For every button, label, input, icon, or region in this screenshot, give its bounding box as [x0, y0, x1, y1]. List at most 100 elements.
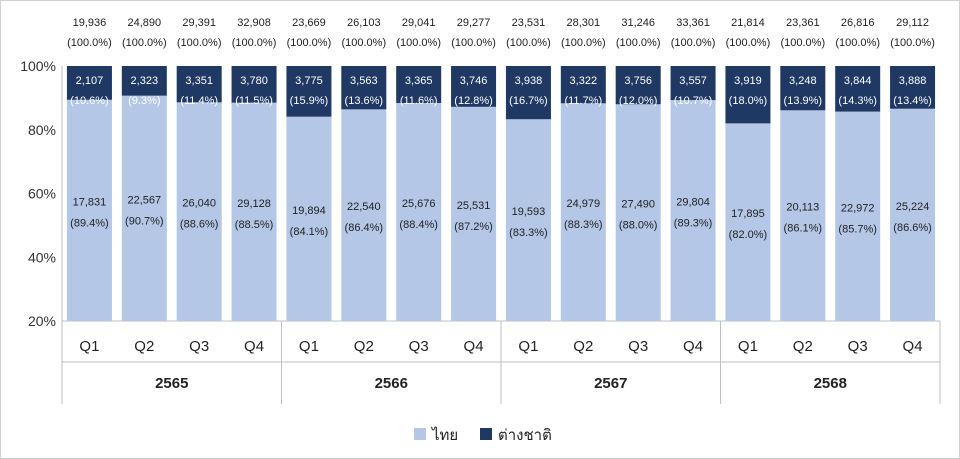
- data-label-thai-pct: (89.4%): [70, 217, 109, 229]
- total-pct-label: (100.0%): [890, 37, 935, 49]
- year-label: 2567: [594, 375, 627, 392]
- total-pct-label: (100.0%): [780, 37, 825, 49]
- bar-foreign: [451, 66, 497, 107]
- data-label-thai-pct: (88.5%): [235, 219, 274, 231]
- category-label: Q1: [299, 338, 319, 355]
- bar-foreign: [231, 66, 277, 103]
- data-label-foreign-pct: (12.0%): [619, 95, 658, 107]
- total-pct-label: (100.0%): [287, 37, 332, 49]
- bar-foreign: [341, 66, 387, 110]
- bar-thai: [341, 109, 387, 321]
- category-label: Q1: [518, 338, 538, 355]
- data-label-thai: 26,040: [182, 198, 216, 210]
- total-label: 21,814: [731, 17, 765, 29]
- total-label: 29,112: [896, 17, 929, 29]
- bar-thai: [286, 116, 332, 322]
- data-label-foreign-pct: (13.4%): [893, 95, 932, 107]
- total-label: 33,361: [676, 17, 710, 29]
- category-label: Q2: [573, 338, 593, 355]
- category-label: Q1: [738, 338, 758, 355]
- data-label-foreign-pct: (10.7%): [674, 95, 713, 107]
- bar-foreign: [835, 66, 881, 112]
- data-label-thai: 29,804: [676, 197, 710, 209]
- total-pct-label: (100.0%): [561, 37, 606, 49]
- data-label-thai-pct: (86.6%): [893, 222, 932, 234]
- data-label-foreign-pct: (10.6%): [70, 95, 109, 107]
- total-label: 23,531: [512, 17, 546, 29]
- data-label-foreign-pct: (15.9%): [290, 95, 329, 107]
- data-label-foreign: 3,756: [624, 75, 652, 87]
- data-label-foreign: 3,746: [460, 75, 488, 87]
- data-label-foreign-pct: (13.6%): [345, 95, 384, 107]
- data-label-thai-pct: (84.1%): [290, 226, 329, 238]
- data-label-thai: 22,972: [841, 202, 875, 214]
- category-label: Q1: [79, 338, 99, 355]
- data-label-thai-pct: (88.3%): [564, 219, 603, 231]
- data-label-foreign: 3,938: [515, 75, 543, 87]
- total-pct-label: (100.0%): [177, 37, 222, 49]
- data-label-foreign-pct: (11.4%): [180, 95, 218, 107]
- bar-thai: [505, 119, 551, 321]
- y-tick-label: 100%: [20, 58, 56, 74]
- bar-thai: [451, 106, 497, 321]
- bar-thai: [560, 103, 606, 321]
- y-tick-label: 20%: [28, 313, 56, 329]
- total-label: 31,246: [621, 17, 655, 29]
- data-label-foreign-pct: (11.7%): [564, 95, 602, 107]
- legend-swatch-foreign: [480, 428, 492, 440]
- data-label-foreign: 3,844: [844, 75, 872, 87]
- year-label: 2565: [155, 375, 188, 392]
- total-label: 23,669: [292, 17, 326, 29]
- data-label-foreign-pct: (16.7%): [509, 95, 548, 107]
- total-pct-label: (100.0%): [616, 37, 661, 49]
- data-label-foreign: 3,351: [185, 75, 213, 87]
- bar-foreign: [396, 66, 442, 103]
- category-label: Q3: [628, 338, 648, 355]
- total-label: 24,890: [127, 17, 161, 29]
- category-label: Q4: [244, 338, 264, 355]
- data-label-thai-pct: (87.2%): [454, 221, 493, 233]
- data-label-thai: 19,593: [512, 206, 546, 218]
- bar-foreign: [66, 66, 112, 100]
- total-label: 29,041: [402, 17, 436, 29]
- data-label-thai-pct: (88.6%): [180, 219, 219, 231]
- data-label-thai-pct: (82.0%): [729, 229, 768, 241]
- bar-foreign: [725, 66, 771, 124]
- bar-thai: [176, 102, 222, 322]
- total-label: 29,277: [457, 17, 491, 29]
- category-label: Q3: [848, 338, 868, 355]
- category-label: Q2: [354, 338, 374, 355]
- y-tick-label: 60%: [28, 186, 56, 202]
- category-label: Q3: [189, 338, 209, 355]
- data-label-thai-pct: (85.7%): [838, 223, 877, 235]
- total-pct-label: (100.0%): [451, 37, 496, 49]
- category-label: Q2: [134, 338, 154, 355]
- total-pct-label: (100.0%): [67, 37, 112, 49]
- bar-thai: [780, 110, 826, 322]
- data-label-foreign: 3,775: [295, 75, 323, 87]
- data-label-thai-pct: (89.3%): [674, 218, 713, 230]
- data-label-thai: 22,540: [347, 201, 381, 213]
- bar-foreign: [121, 66, 167, 96]
- legend-swatch-thai: [414, 428, 426, 440]
- category-label: Q3: [409, 338, 429, 355]
- category-label: Q4: [683, 338, 703, 355]
- bar-foreign: [890, 66, 936, 109]
- total-pct-label: (100.0%): [341, 37, 386, 49]
- data-label-thai-pct: (86.4%): [345, 222, 384, 234]
- data-label-thai: 17,895: [731, 208, 765, 220]
- data-label-thai: 17,831: [73, 196, 107, 208]
- data-label-thai: 25,224: [896, 201, 930, 213]
- data-label-foreign-pct: (11.6%): [400, 95, 438, 107]
- data-label-thai-pct: (83.3%): [509, 227, 548, 239]
- data-label-foreign: 3,563: [350, 75, 378, 87]
- y-tick-label: 40%: [28, 249, 56, 265]
- bar-thai: [890, 108, 936, 322]
- data-label-thai-pct: (86.1%): [784, 223, 823, 235]
- total-pct-label: (100.0%): [671, 37, 716, 49]
- data-label-thai: 27,490: [621, 199, 655, 211]
- year-label: 2568: [814, 375, 847, 392]
- data-label-thai: 25,531: [457, 200, 491, 212]
- bar-foreign: [286, 66, 332, 117]
- bar-thai: [725, 123, 771, 321]
